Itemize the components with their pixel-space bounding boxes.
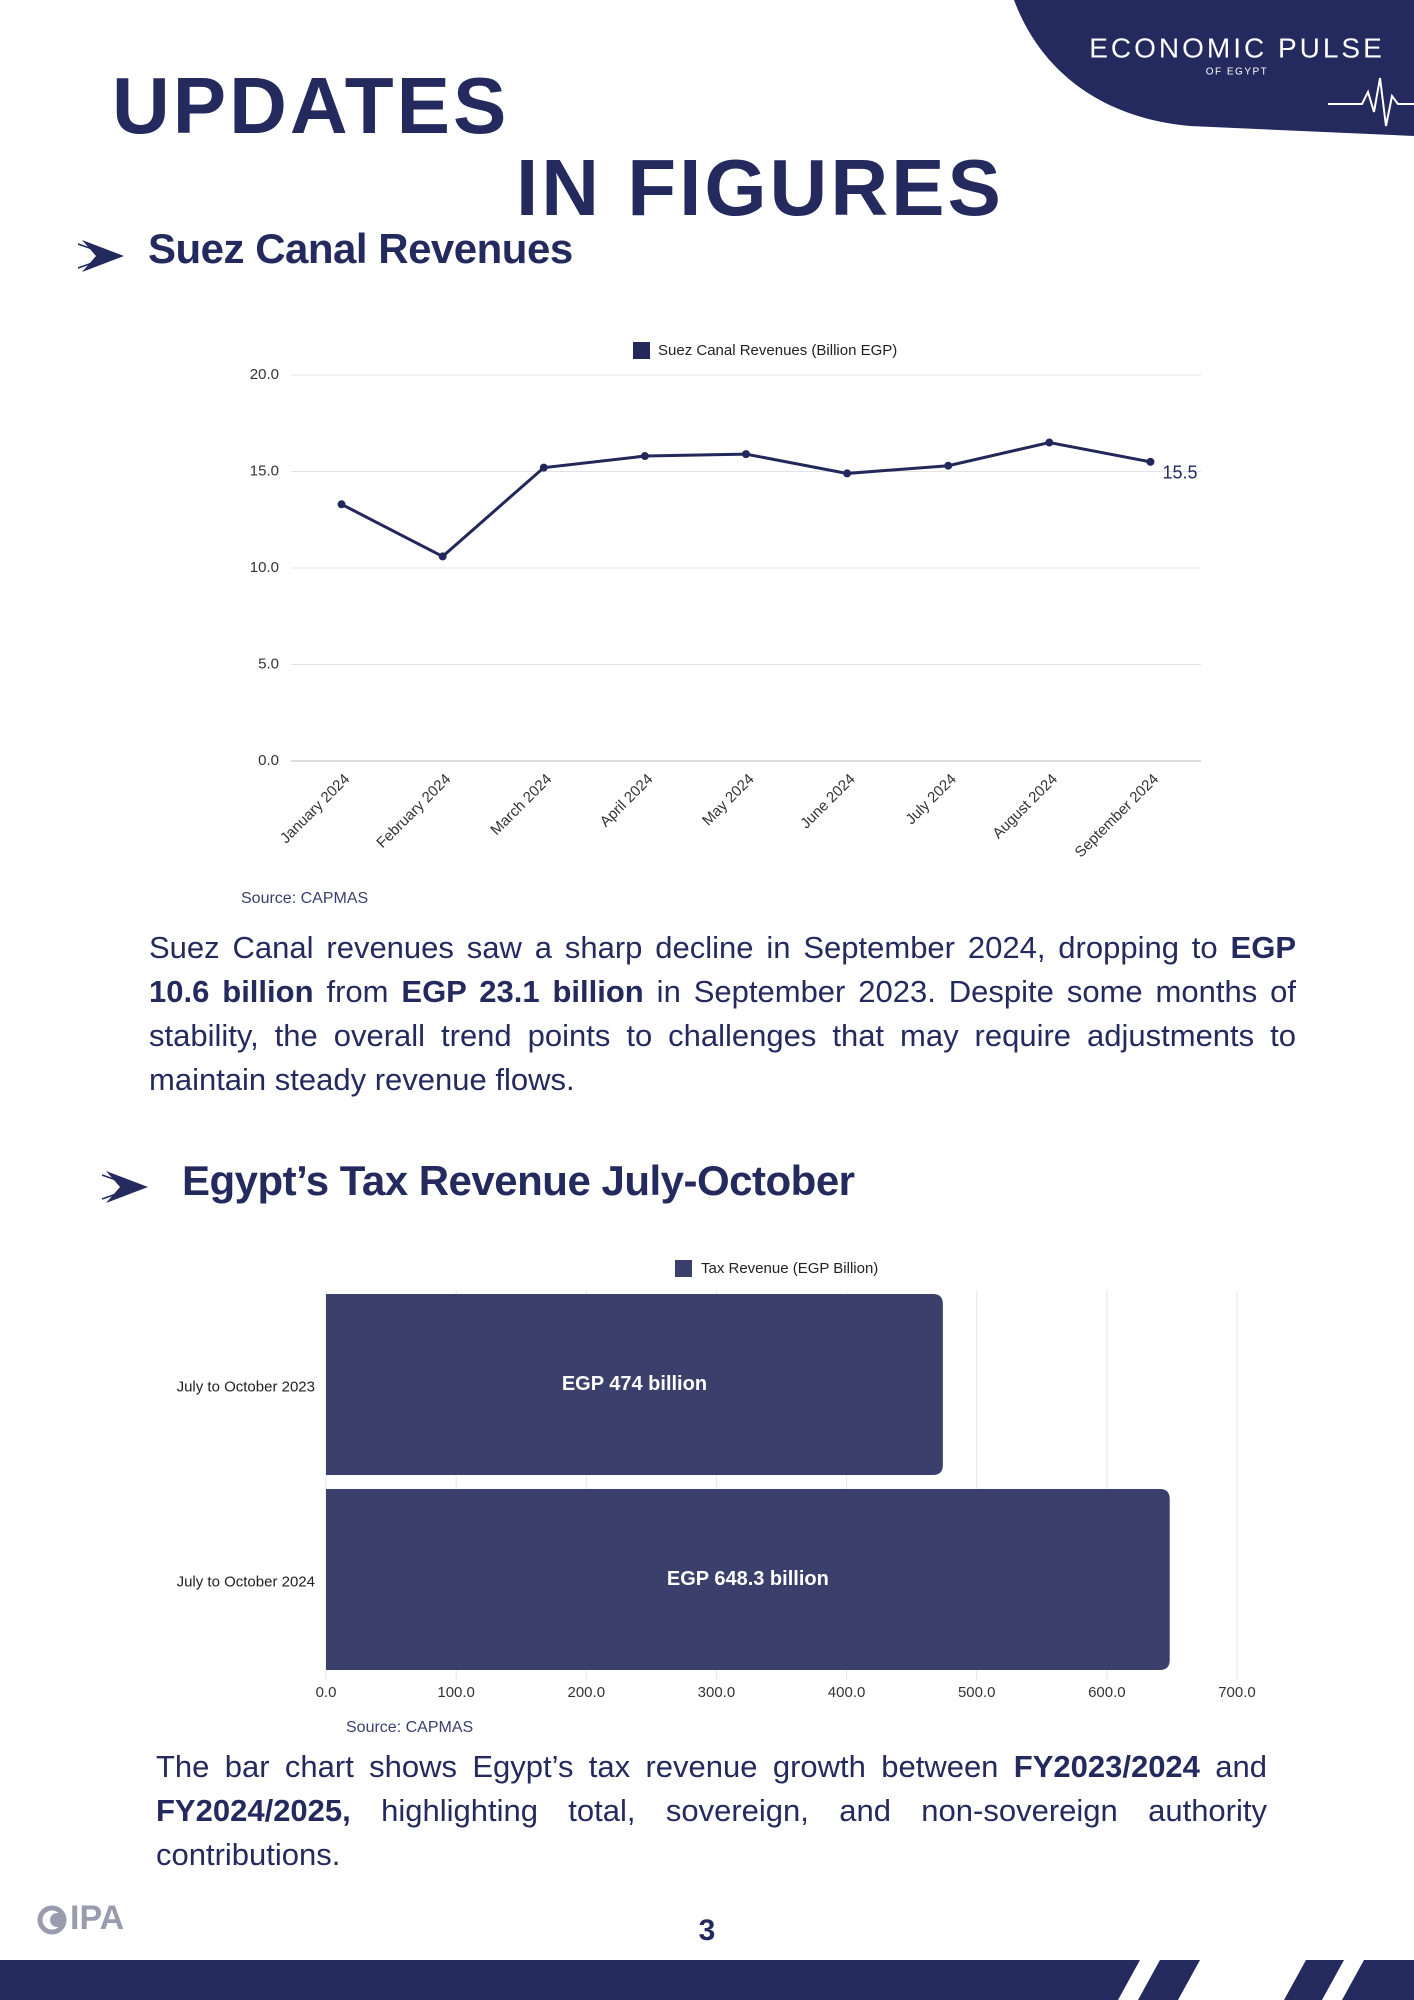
data-point (843, 469, 852, 478)
legend-label: Suez Canal Revenues (Billion EGP) (658, 342, 897, 359)
text-run: EGP 23.1 billion (401, 974, 644, 1009)
bar (326, 1489, 1170, 1670)
text-run: in September 2023. Despite some months o… (149, 974, 1296, 1097)
y-tick-label: 15.0 (250, 462, 279, 479)
x-tick-label: 400.0 (828, 1684, 866, 1701)
title: UPDATES (112, 61, 510, 150)
data-point (337, 500, 346, 509)
section-heading: Suez Canal Revenues (148, 225, 573, 272)
x-tick-label: September 2024 (1072, 771, 1162, 861)
data-point (742, 450, 750, 459)
x-tick-label: June 2024 (797, 771, 859, 833)
legend-label: Tax Revenue (EGP Billion) (701, 1260, 878, 1277)
x-tick-label: April 2024 (597, 771, 657, 831)
logo-mark (50, 1913, 64, 1927)
x-tick-label: July 2024 (902, 771, 959, 828)
text-run: and (1199, 1749, 1267, 1784)
x-tick-label: May 2024 (699, 771, 758, 830)
data-label: 15.5 (1162, 463, 1197, 483)
text-run: from (313, 974, 402, 1009)
legend-swatch (675, 1260, 692, 1277)
line-chart: 0.0 5.0 10.0 15.0 20.0 January 2024 February 2… (250, 342, 1201, 861)
x-tick-label: 300.0 (698, 1684, 736, 1701)
text-run: Suez Canal revenues saw a sharp decline … (149, 930, 1231, 965)
x-tick-label: 0.0 (316, 1684, 337, 1701)
text-run: highlighting total, sovereign, and non-s… (156, 1793, 1267, 1872)
data-point (640, 452, 649, 461)
data-point (1146, 457, 1155, 466)
header-shape (1014, 0, 1414, 136)
footer-stripes (1118, 1960, 1364, 2000)
y-tick-label: 0.0 (258, 752, 279, 769)
x-tick-label: January 2024 (277, 771, 353, 847)
y-tick-label: July to October 2023 (177, 1378, 315, 1395)
y-tick-label: 5.0 (258, 655, 279, 672)
section-heading: Egypt’s Tax Revenue July-October (182, 1157, 855, 1204)
data-label: EGP 474 billion (562, 1373, 707, 1395)
data-point (944, 461, 953, 470)
data-label: EGP 648.3 billion (667, 1568, 829, 1590)
series-line (340, 441, 1151, 559)
x-tick-label: 500.0 (958, 1684, 996, 1701)
data-point (438, 552, 447, 561)
brand-sub: OF EGYPT (1206, 67, 1269, 78)
title: IN FIGURES (516, 143, 1004, 232)
source-note: Source: CAPMAS (346, 1719, 473, 1736)
y-tick-label: 10.0 (250, 559, 279, 576)
source-note: Source: CAPMAS (241, 890, 368, 907)
data-point (539, 463, 548, 472)
paragraph: Suez Canal revenues saw a sharp decline … (149, 926, 1296, 1102)
x-tick-label: August 2024 (989, 771, 1061, 843)
bar (326, 1294, 943, 1475)
text-run: The bar chart shows Egypt’s tax revenue … (156, 1749, 1014, 1784)
footer-bar (0, 1960, 1414, 2000)
page-number: 3 (699, 1914, 716, 1947)
y-tick-label: July to October 2024 (177, 1573, 315, 1590)
x-tick-label: 600.0 (1088, 1684, 1126, 1701)
x-tick-label: March 2024 (487, 771, 555, 839)
text-run: FY2023/2024 (1013, 1749, 1200, 1784)
pulse-icon (1328, 77, 1414, 127)
paragraph: The bar chart shows Egypt’s tax revenue … (156, 1745, 1267, 1877)
arrow-icon (82, 240, 124, 272)
bar-chart: 0.0 100.0 200.0 300.0 400.0 500.0 600.0 700.0 Ju… (177, 1260, 1256, 1701)
data-point (1045, 438, 1054, 447)
x-tick-label: 200.0 (568, 1684, 606, 1701)
y-tick-label: 20.0 (250, 366, 279, 383)
logo: IPA (70, 1899, 124, 1937)
arrow-icon (106, 1171, 148, 1203)
text-run: FY2024/2025, (156, 1793, 351, 1828)
x-tick-label: 700.0 (1218, 1684, 1256, 1701)
text-run: EGP 10.6 billion (149, 930, 1296, 1009)
legend-swatch (633, 342, 650, 359)
x-tick-label: 100.0 (437, 1684, 475, 1701)
arrow-icon (101, 1174, 139, 1200)
arrow-icon (77, 243, 115, 269)
brand: ECONOMIC PULSE (1089, 32, 1385, 63)
x-tick-label: February 2024 (373, 771, 454, 852)
